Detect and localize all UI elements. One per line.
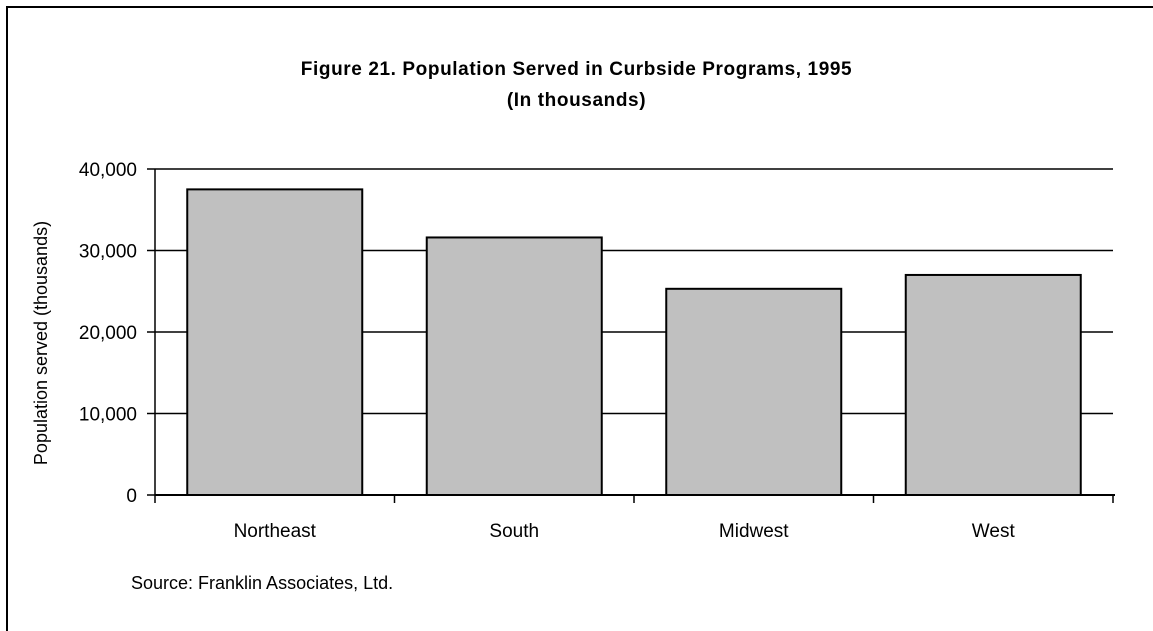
tick-labels: 0 10,000 20,000 30,000 40,000 Northeast South M… <box>79 160 1016 542</box>
bar-northeast <box>186 188 364 496</box>
bar-midwest <box>665 287 843 496</box>
x-tick-label: Midwest <box>719 521 789 542</box>
y-tick-label: 40,000 <box>79 160 137 181</box>
bars <box>186 188 1082 497</box>
chart-title: Figure 21. Population Served in Curbside… <box>300 59 853 80</box>
y-tick-label: 10,000 <box>79 405 137 426</box>
y-tick-label: 0 <box>126 486 137 507</box>
y-tick-label: 30,000 <box>79 242 137 263</box>
y-tick-label: 20,000 <box>79 323 137 344</box>
bar-south <box>425 236 603 497</box>
x-tick-label: South <box>489 521 539 542</box>
axes <box>147 168 1115 503</box>
chart-frame <box>6 6 1153 631</box>
bar-west <box>904 273 1082 497</box>
y-axis-label: Population served (thousands) <box>31 221 51 465</box>
x-tick-label: Northeast <box>234 521 317 542</box>
chart-subtitle: (In thousands) <box>506 90 647 111</box>
source-note: Source: Franklin Associates, Ltd. <box>131 573 394 593</box>
x-tick-label: West <box>972 521 1016 542</box>
